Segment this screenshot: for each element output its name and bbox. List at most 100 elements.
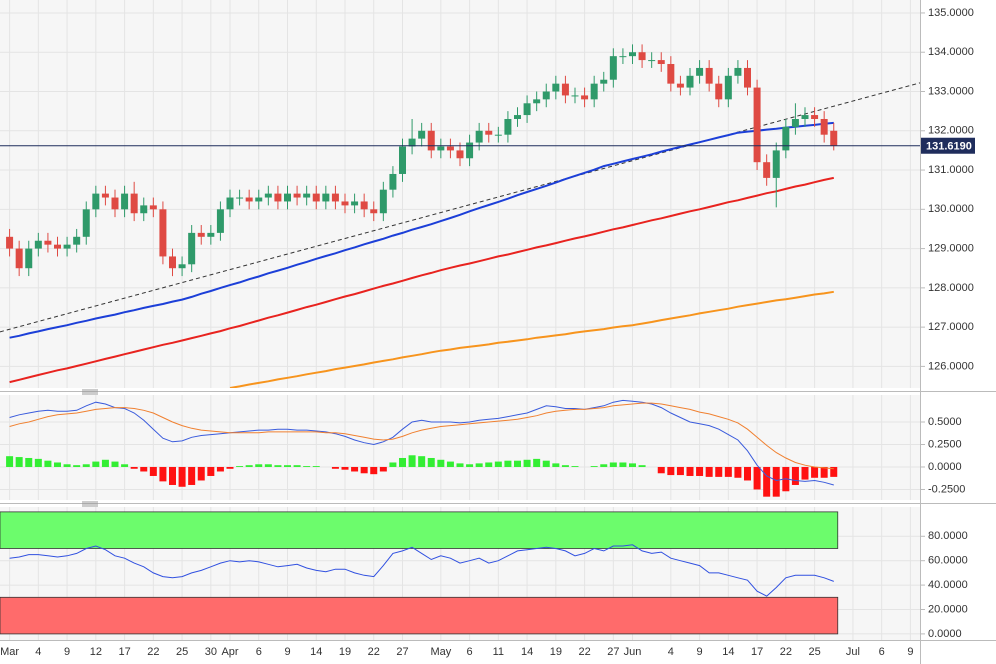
histogram-bar <box>54 462 61 467</box>
histogram-bar <box>437 459 445 467</box>
y-tick-label: 0.2500 <box>928 438 962 450</box>
y-tick-label: 40.0000 <box>928 579 968 591</box>
candle-body <box>561 83 569 96</box>
histogram-bar <box>82 464 90 467</box>
candle-body <box>811 115 819 119</box>
resize-handle[interactable] <box>82 501 98 507</box>
candle-body <box>437 146 445 151</box>
histogram-bar <box>226 466 234 469</box>
histogram-bar <box>25 457 33 467</box>
trendline <box>0 82 920 333</box>
axis-labels: 135.0000 134.0000 133.0000 132.0000 131.0000… <box>0 7 975 658</box>
histogram-bar <box>34 458 42 467</box>
x-tick-label: 14 <box>722 646 734 658</box>
x-tick-label: Jun <box>624 646 642 658</box>
candle-body <box>274 193 282 202</box>
x-tick-label: 22 <box>368 646 380 658</box>
histogram-bar <box>408 455 416 467</box>
candle-body <box>169 256 176 269</box>
x-tick-label: 14 <box>521 646 533 658</box>
histogram-bar <box>140 466 148 472</box>
candle-body <box>648 60 656 62</box>
y-tick-label: 20.0000 <box>928 603 968 615</box>
candle-body <box>389 173 397 190</box>
candle-body <box>255 197 263 202</box>
x-tick-label: 22 <box>578 646 590 658</box>
price-panel <box>0 0 920 388</box>
histogram-bar <box>705 466 713 477</box>
histogram-bar <box>207 466 215 476</box>
histogram-bar <box>188 466 196 485</box>
x-tick-label: Jul <box>846 646 860 658</box>
x-tick-label: 25 <box>176 646 188 658</box>
candle-body <box>25 248 33 269</box>
candle-body <box>715 83 723 100</box>
x-tick-label: 27 <box>607 646 619 658</box>
candle-body <box>638 52 646 61</box>
marks <box>0 44 920 635</box>
histogram-bar <box>303 466 311 467</box>
candle-body <box>44 240 52 245</box>
candle-body <box>264 193 272 198</box>
resize-handle[interactable] <box>82 389 98 395</box>
candle-body <box>552 83 560 92</box>
x-tick-label: 25 <box>808 646 820 658</box>
histogram-bar <box>619 462 627 467</box>
histogram-bar <box>418 456 426 467</box>
x-tick-label: May <box>430 646 451 658</box>
moving-average <box>9 176 835 384</box>
y-tick-label: -0.2500 <box>928 483 965 495</box>
histogram-bar <box>255 464 263 467</box>
histogram-bar <box>92 461 100 467</box>
x-tick-label: 12 <box>90 646 102 658</box>
histogram-bar <box>514 460 521 467</box>
candle-body <box>456 150 464 159</box>
x-tick-label: 6 <box>256 646 262 658</box>
candle-body <box>63 244 71 249</box>
candle-body <box>188 232 196 265</box>
candle-body <box>216 209 224 233</box>
histogram-bar <box>629 463 636 467</box>
candle-body <box>724 75 732 100</box>
x-tick-label: 9 <box>284 646 290 658</box>
candle-body <box>475 130 483 143</box>
candle-body <box>514 115 521 119</box>
y-tick-label: 0.0000 <box>928 461 962 473</box>
histogram-bar <box>15 457 23 467</box>
histogram-bar <box>561 465 569 467</box>
x-tick-label: 4 <box>35 646 41 658</box>
histogram-bar <box>101 459 109 467</box>
candle-body <box>581 95 589 100</box>
histogram-bar <box>284 465 291 467</box>
candle-body <box>533 99 541 104</box>
candle-body <box>791 118 799 127</box>
panel-marks <box>0 511 839 635</box>
y-tick-label: 130.0000 <box>928 203 974 215</box>
candle-body <box>303 193 311 198</box>
rsi-line <box>9 544 834 597</box>
x-tick-label: 30 <box>205 646 217 658</box>
candle-body <box>101 193 109 198</box>
candle-body <box>686 75 694 88</box>
histogram-bar <box>274 465 282 467</box>
candle-body <box>427 130 435 151</box>
candle-body <box>121 193 129 210</box>
candle-body <box>54 244 61 249</box>
y-tick-label: 132.0000 <box>928 125 974 137</box>
histogram-bar <box>264 464 272 467</box>
histogram-bar <box>236 466 244 467</box>
y-tick-label: 127.0000 <box>928 321 974 333</box>
histogram-bar <box>63 464 71 467</box>
histogram-bar <box>149 466 157 476</box>
candle-body <box>293 193 301 198</box>
histogram-bar <box>6 456 14 467</box>
histogram-bar <box>399 457 406 467</box>
y-tick-label: 60.0000 <box>928 555 968 567</box>
histogram-bar <box>169 466 176 485</box>
histogram-bar <box>494 461 502 467</box>
y-tick-label: 133.0000 <box>928 85 974 97</box>
histogram-bar <box>772 466 780 497</box>
x-tick-label: 17 <box>751 646 763 658</box>
histogram-bar <box>600 464 608 467</box>
